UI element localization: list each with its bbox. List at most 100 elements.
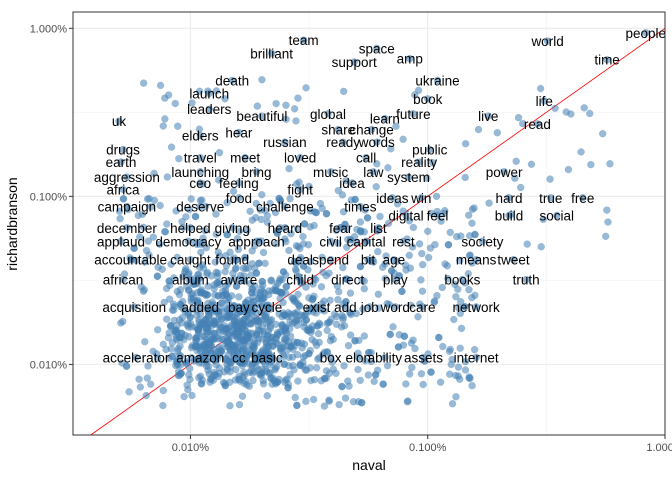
data-point-aware: [235, 275, 243, 284]
background-point: [293, 401, 301, 410]
word-label: truth: [513, 272, 540, 287]
word-label: share: [321, 122, 355, 137]
word-label: feeling: [219, 176, 259, 191]
background-point: [294, 94, 302, 102]
background-point: [213, 279, 221, 287]
background-point: [564, 165, 573, 174]
background-point: [192, 334, 200, 343]
background-point: [318, 300, 326, 308]
background-point: [195, 270, 203, 278]
background-point: [470, 204, 478, 212]
background-point: [371, 371, 380, 379]
background-point: [306, 223, 314, 231]
data-point-fear: [336, 224, 345, 232]
background-point: [387, 145, 395, 153]
background-point: [312, 208, 320, 217]
background-point: [282, 282, 290, 291]
background-point: [300, 340, 309, 348]
word-label: box: [320, 350, 342, 365]
background-point: [231, 265, 240, 273]
background-point: [339, 208, 348, 216]
data-point-loved: [296, 153, 304, 162]
background-point: [115, 207, 124, 216]
word-label: earth: [106, 155, 137, 170]
background-point: [230, 317, 239, 325]
background-point: [375, 304, 383, 312]
word-label: play: [383, 272, 408, 287]
background-point: [246, 207, 254, 216]
background-point: [244, 264, 253, 272]
background-point: [338, 191, 347, 199]
background-point: [448, 399, 457, 408]
background-point: [292, 316, 301, 324]
background-point: [268, 333, 276, 342]
background-point: [234, 331, 243, 339]
background-point: [405, 251, 414, 260]
background-point: [176, 300, 185, 309]
background-point: [438, 283, 447, 292]
background-point: [307, 326, 315, 334]
data-point-brilliant: [267, 49, 276, 58]
data-point-hear: [235, 128, 243, 137]
background-point: [455, 256, 464, 265]
word-label: bay: [228, 300, 250, 315]
background-point: [187, 294, 195, 303]
background-point: [253, 102, 262, 110]
background-point: [361, 206, 369, 214]
data-point-ready: [339, 138, 347, 146]
background-point: [252, 331, 261, 339]
background-point: [448, 355, 456, 364]
data-point-bay: [235, 303, 243, 311]
word-label: democracy: [155, 234, 221, 249]
data-point-deal: [296, 255, 304, 264]
background-point: [222, 354, 230, 363]
background-point: [356, 218, 365, 226]
background-point: [307, 376, 315, 385]
background-point: [363, 214, 372, 222]
background-point: [281, 378, 289, 387]
background-point: [354, 365, 362, 374]
data-point-society: [478, 237, 487, 246]
word-label: public: [412, 142, 448, 157]
background-point: [356, 227, 365, 236]
background-point: [222, 262, 231, 270]
background-point: [223, 230, 231, 239]
background-point: [383, 361, 392, 370]
background-point: [302, 316, 311, 324]
background-point: [165, 277, 173, 285]
background-point: [294, 300, 302, 309]
word-label: law: [363, 165, 384, 180]
word-label: word: [380, 300, 410, 315]
background-point: [314, 329, 323, 338]
background-point: [381, 260, 389, 268]
word-label: power: [486, 165, 523, 180]
background-point: [387, 267, 396, 275]
word-label: win: [410, 191, 431, 206]
background-point: [450, 315, 458, 324]
data-point-ukraine: [433, 76, 442, 85]
background-point: [257, 356, 265, 365]
background-point: [407, 339, 416, 347]
background-point: [221, 381, 230, 390]
background-point: [359, 305, 367, 313]
background-point: [147, 203, 155, 211]
background-point: [149, 233, 158, 241]
background-point: [212, 352, 220, 361]
background-point: [279, 268, 288, 276]
background-point: [288, 353, 297, 361]
data-point-ability: [381, 353, 389, 362]
background-point: [209, 372, 217, 381]
background-point: [287, 343, 295, 351]
background-point: [195, 373, 203, 382]
background-point: [204, 366, 212, 374]
data-point-books: [458, 275, 467, 284]
background-point: [446, 345, 455, 354]
background-point: [450, 280, 459, 289]
background-point: [197, 248, 205, 257]
background-point: [398, 287, 406, 296]
background-point: [606, 160, 614, 168]
background-point: [210, 301, 219, 310]
data-point-true: [546, 194, 555, 202]
background-point: [325, 318, 334, 326]
background-point: [168, 352, 177, 360]
